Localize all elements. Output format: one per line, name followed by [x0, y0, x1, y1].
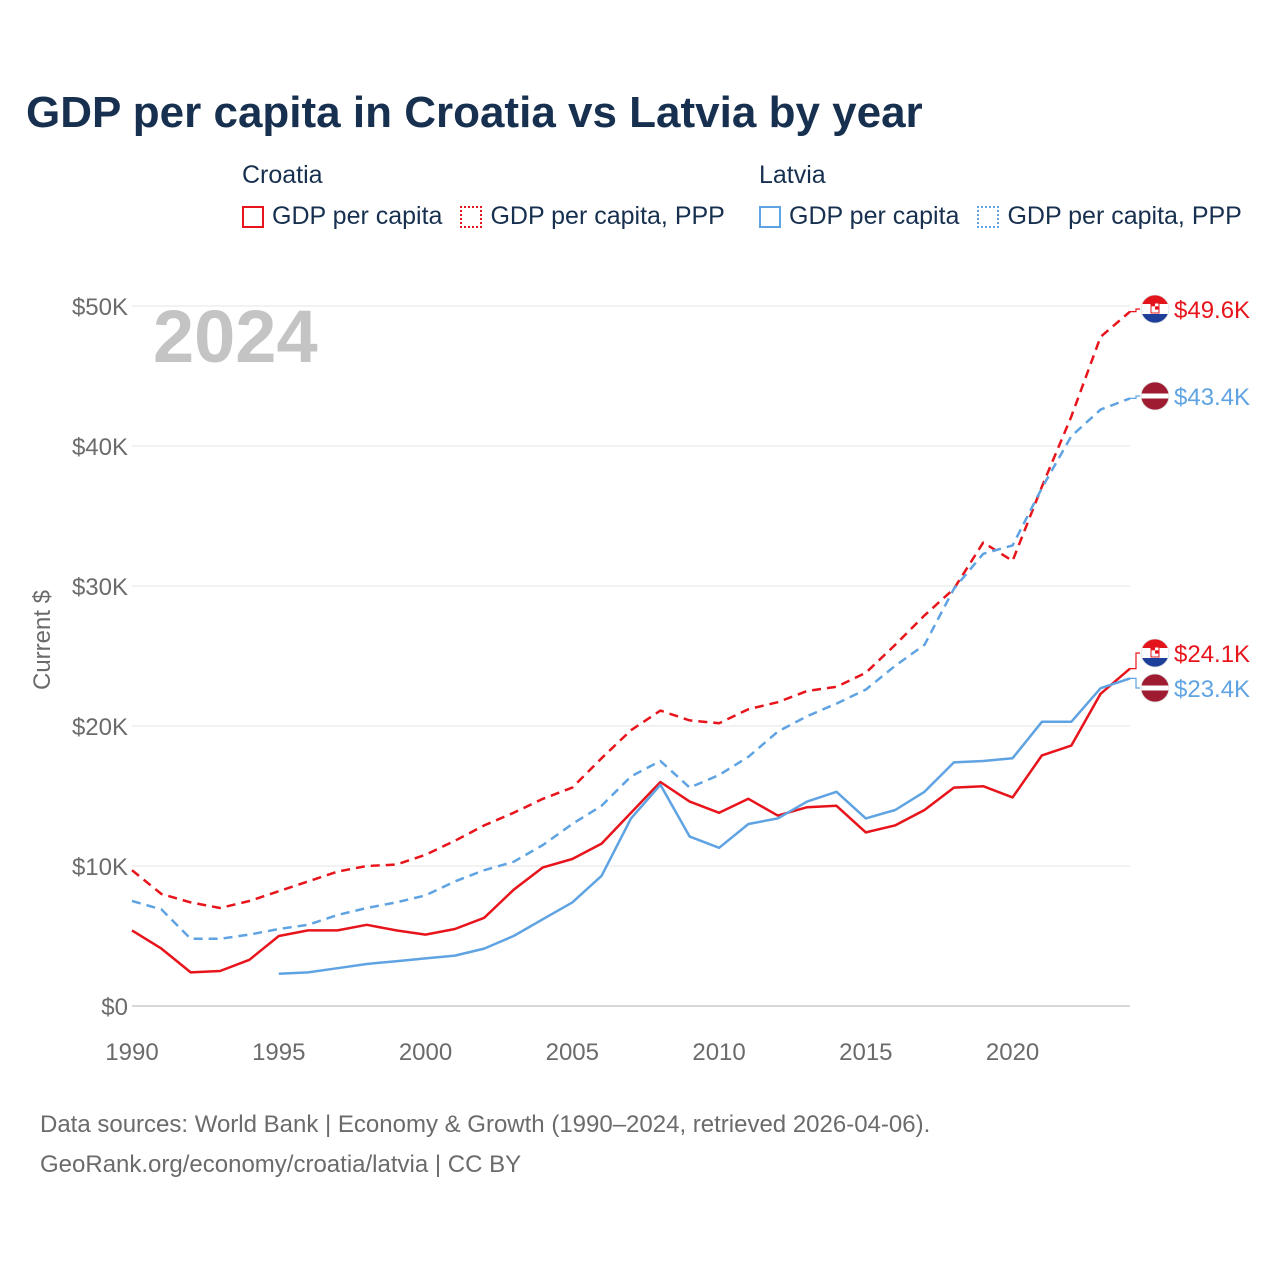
x-tick-label: 1995	[252, 1039, 305, 1066]
end-labels: $24.1K $49.6K $23.4K $43.4K	[1130, 294, 1250, 703]
legend-group-latvia: Latvia GDP per capita GDP per capita, PP…	[759, 160, 1242, 231]
legend-swatch-solid-red	[242, 205, 264, 228]
grid-lines	[132, 305, 1130, 1007]
x-tick-label: 2020	[986, 1039, 1039, 1066]
end-value-label: $23.4K	[1174, 676, 1250, 703]
chart-title: GDP per capita in Croatia vs Latvia by y…	[26, 88, 923, 137]
year-watermark: 2024	[153, 295, 318, 378]
end-connector	[1130, 308, 1140, 313]
series-lines	[131, 310, 1131, 976]
y-tick-label: $0	[101, 994, 128, 1021]
legend-label: GDP per capita	[272, 202, 443, 230]
legend-latvia-gdp-ppp[interactable]: GDP per capita, PPP	[977, 202, 1242, 231]
footer: Data sources: World Bank | Economy & Gro…	[40, 1105, 930, 1185]
legend-latvia-gdp[interactable]: GDP per capita	[759, 202, 959, 231]
x-tick-label: 2010	[692, 1039, 745, 1066]
y-tick-label: $10K	[72, 854, 128, 881]
y-axis-label: Current $	[29, 590, 56, 690]
legend-group-title-latvia: Latvia	[759, 161, 826, 189]
y-tick-label: $20K	[72, 714, 128, 741]
x-tick-label: 2000	[399, 1039, 452, 1066]
y-axis-ticks: $0 $10K $20K $30K $40K $50K	[72, 294, 128, 1021]
series-line-2	[278, 677, 1131, 976]
y-tick-label: $30K	[72, 574, 128, 601]
y-tick-label: $40K	[72, 434, 128, 461]
legend-label: GDP per capita, PPP	[490, 202, 725, 230]
end-connector	[1130, 652, 1140, 670]
x-tick-label: 1990	[105, 1039, 158, 1066]
legend-croatia-gdp[interactable]: GDP per capita	[242, 202, 442, 231]
legend-swatch-dotted-blue	[977, 205, 1000, 228]
x-axis-ticks: 1990 1995 2000 2005 2010 2015 2020	[105, 1039, 1039, 1066]
end-value-label: $43.4K	[1174, 384, 1250, 411]
y-tick-label: $50K	[72, 294, 128, 321]
end-connector	[1130, 395, 1140, 399]
legend-group-title-croatia: Croatia	[242, 161, 323, 189]
data-sources: Data sources: World Bank | Economy & Gro…	[40, 1111, 931, 1138]
latvia-flag-icon	[1140, 381, 1170, 411]
legend-swatch-solid-blue	[759, 205, 781, 228]
x-tick-label: 2005	[546, 1039, 599, 1066]
legend-group-croatia: Croatia GDP per capita GDP per capita, P…	[242, 160, 725, 231]
end-value-label: $24.1K	[1174, 641, 1250, 668]
latvia-flag-icon	[1140, 673, 1170, 703]
x-tick-label: 2015	[839, 1039, 892, 1066]
end-connector	[1130, 677, 1140, 689]
croatia-flag-icon	[1140, 294, 1170, 324]
legend-label: GDP per capita	[789, 202, 960, 230]
legend-label: GDP per capita, PPP	[1007, 202, 1242, 230]
end-value-label: $49.6K	[1174, 297, 1250, 324]
croatia-flag-icon	[1140, 638, 1170, 668]
series-line-3	[131, 397, 1131, 941]
legend-croatia-gdp-ppp[interactable]: GDP per capita, PPP	[460, 202, 725, 231]
series-line-1	[131, 310, 1131, 910]
legend-swatch-dotted-red	[460, 205, 483, 228]
attribution: GeoRank.org/economy/croatia/latvia | CC …	[40, 1151, 522, 1178]
line-chart: $0 $10K $20K $30K $40K $50K 1990 1995 2000 2005 2…	[29, 294, 1250, 1066]
series-line-0	[131, 667, 1131, 974]
